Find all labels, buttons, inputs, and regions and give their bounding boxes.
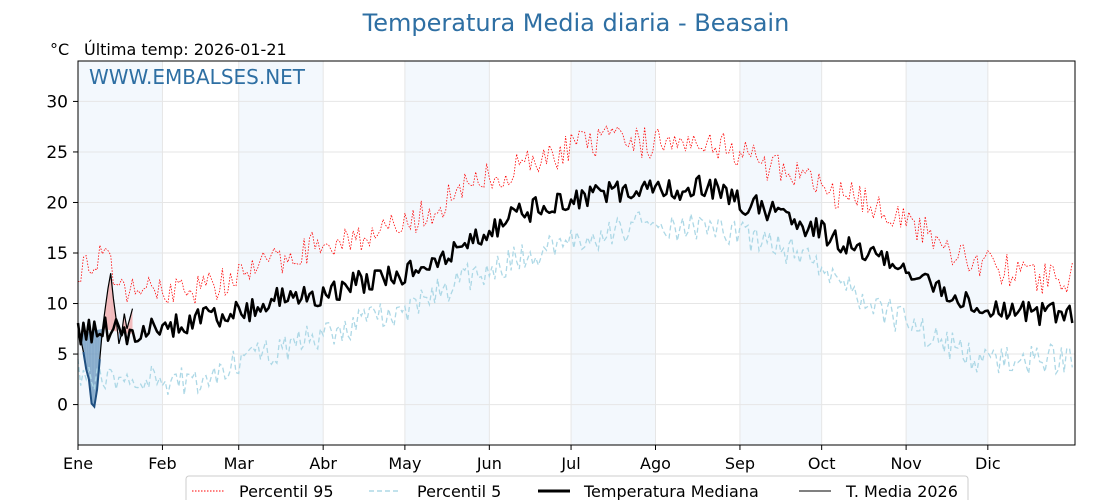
series-line-temperatura-mediana xyxy=(76,174,1074,346)
x-axis: Ene Feb Mar Abr May Jun Jul Ago Sep Oct Nov Dic xyxy=(63,445,1001,473)
x-tick-label: Oct xyxy=(808,454,836,473)
cold-dip-accent xyxy=(82,351,101,409)
unit-label: °C xyxy=(50,40,69,59)
series-line-percentil-95 xyxy=(77,125,1073,304)
x-tick-label: May xyxy=(388,454,421,473)
legend: Percentil 95 Percentil 5 Temperatura Med… xyxy=(185,475,969,500)
legend-label-median: Temperatura Mediana xyxy=(583,482,759,500)
legend-label-2026: T. Media 2026 xyxy=(845,482,958,500)
y-tick-label: 5 xyxy=(57,345,68,365)
legend-box xyxy=(185,475,969,500)
legend-label-p5: Percentil 5 xyxy=(417,482,501,500)
y-tick-label: 25 xyxy=(46,143,68,163)
legend-label-p95: Percentil 95 xyxy=(239,482,334,500)
y-tick-label: 20 xyxy=(46,193,68,213)
x-tick-label: Dic xyxy=(975,454,1001,473)
warm-anomaly-band xyxy=(129,308,133,334)
watermark: WWW.EMBALSES.NET xyxy=(89,65,306,89)
y-tick-label: 0 xyxy=(57,396,68,416)
cold-anomaly-band xyxy=(88,331,92,404)
x-tick-label: Ene xyxy=(63,454,93,473)
warm-anomaly-band xyxy=(110,273,114,331)
x-tick-label: Feb xyxy=(148,454,176,473)
y-tick-label: 30 xyxy=(46,92,68,112)
series-lines xyxy=(76,125,1074,409)
x-tick-label: Abr xyxy=(309,454,337,473)
last-temp-label: Última temp: 2026-01-21 xyxy=(84,40,287,59)
y-axis: 0 5 10 15 20 25 30 xyxy=(46,92,78,416)
x-tick-label: Sep xyxy=(725,454,755,473)
y-tick-label: 15 xyxy=(46,244,68,264)
x-tick-label: Jul xyxy=(560,454,580,473)
y-tick-label: 10 xyxy=(46,295,68,315)
x-tick-label: Nov xyxy=(890,454,921,473)
x-tick-label: Jun xyxy=(476,454,502,473)
x-tick-label: Ago xyxy=(640,454,671,473)
x-tick-label: Mar xyxy=(224,454,255,473)
cold-anomaly-band xyxy=(91,330,95,407)
series-line-percentil-5 xyxy=(77,211,1073,395)
grid-lines xyxy=(77,61,1075,445)
chart-title: Temperatura Media diaria - Beasain xyxy=(362,9,790,37)
